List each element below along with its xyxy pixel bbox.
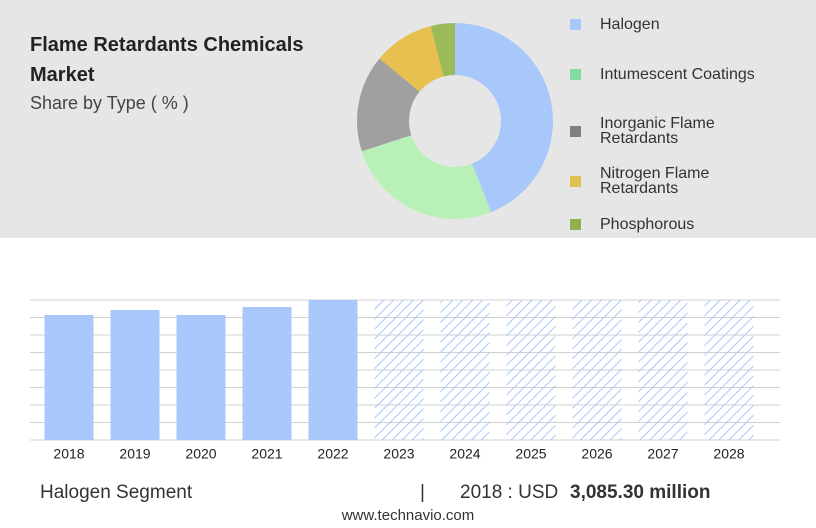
x-tick-label: 2025 xyxy=(515,446,546,462)
site: www.technavio.com xyxy=(341,507,475,524)
legend-swatch xyxy=(570,175,581,187)
x-tick-label: 2026 xyxy=(581,446,612,462)
legend-label: Halogen xyxy=(600,15,660,33)
donut-segment xyxy=(430,23,455,77)
forecast-bar xyxy=(704,300,754,440)
forecast-bar xyxy=(572,300,622,440)
forecast-bar xyxy=(374,300,424,440)
x-tick-label: 2020 xyxy=(185,446,216,462)
x-tick-label: 2027 xyxy=(647,446,678,462)
legend-swatch xyxy=(570,125,581,137)
legend-label: Phosphorous xyxy=(600,215,695,233)
bar xyxy=(110,309,160,440)
legend-item: Halogen xyxy=(570,15,770,33)
legend-item: Phosphorous xyxy=(570,215,770,233)
x-tick-label: 2028 xyxy=(713,446,744,462)
footer: Halogen Segment | 2018 : USD 3,085.30 mi… xyxy=(40,482,800,506)
legend-label: Nitrogen Flame Retardants xyxy=(600,165,710,197)
legend-swatch xyxy=(570,68,581,80)
bar xyxy=(44,314,94,440)
x-tick-label: 2022 xyxy=(317,446,348,462)
legend-swatch xyxy=(570,18,581,30)
legend-item: Intumescent Coatings xyxy=(570,65,770,83)
legend-item: Nitrogen Flame Retardants xyxy=(570,165,770,197)
value: 3,085.30 million xyxy=(570,482,711,503)
subtitle: Share by Type ( % ) xyxy=(30,93,189,113)
legend-item: Inorganic Flame Retardants xyxy=(570,115,770,147)
legend-swatch xyxy=(570,218,581,230)
x-tick-label: 2018 xyxy=(53,446,84,462)
bar xyxy=(308,300,358,440)
forecast-bar xyxy=(638,300,688,440)
x-tick-label: 2023 xyxy=(383,446,414,462)
title: Flame Retardants Chemicals Market xyxy=(30,34,304,86)
forecast-bar xyxy=(440,300,490,440)
donut-segment xyxy=(357,58,420,152)
x-tick-label: 2021 xyxy=(251,446,282,462)
donut-segment xyxy=(361,135,492,220)
forecast-bar xyxy=(506,300,556,440)
year-label: 2018 : USD xyxy=(460,482,559,503)
x-tick-label: 2024 xyxy=(449,446,480,462)
donut-segment xyxy=(455,23,554,213)
x-tick-label: 2019 xyxy=(119,446,150,462)
separator: | xyxy=(420,482,425,503)
segment: Halogen Segment xyxy=(40,482,193,503)
donut-segment xyxy=(379,26,444,92)
bar xyxy=(242,306,292,440)
legend-label: Intumescent Coatings xyxy=(600,65,755,83)
bar xyxy=(176,314,226,440)
legend-label: Inorganic Flame Retardants xyxy=(600,115,715,147)
